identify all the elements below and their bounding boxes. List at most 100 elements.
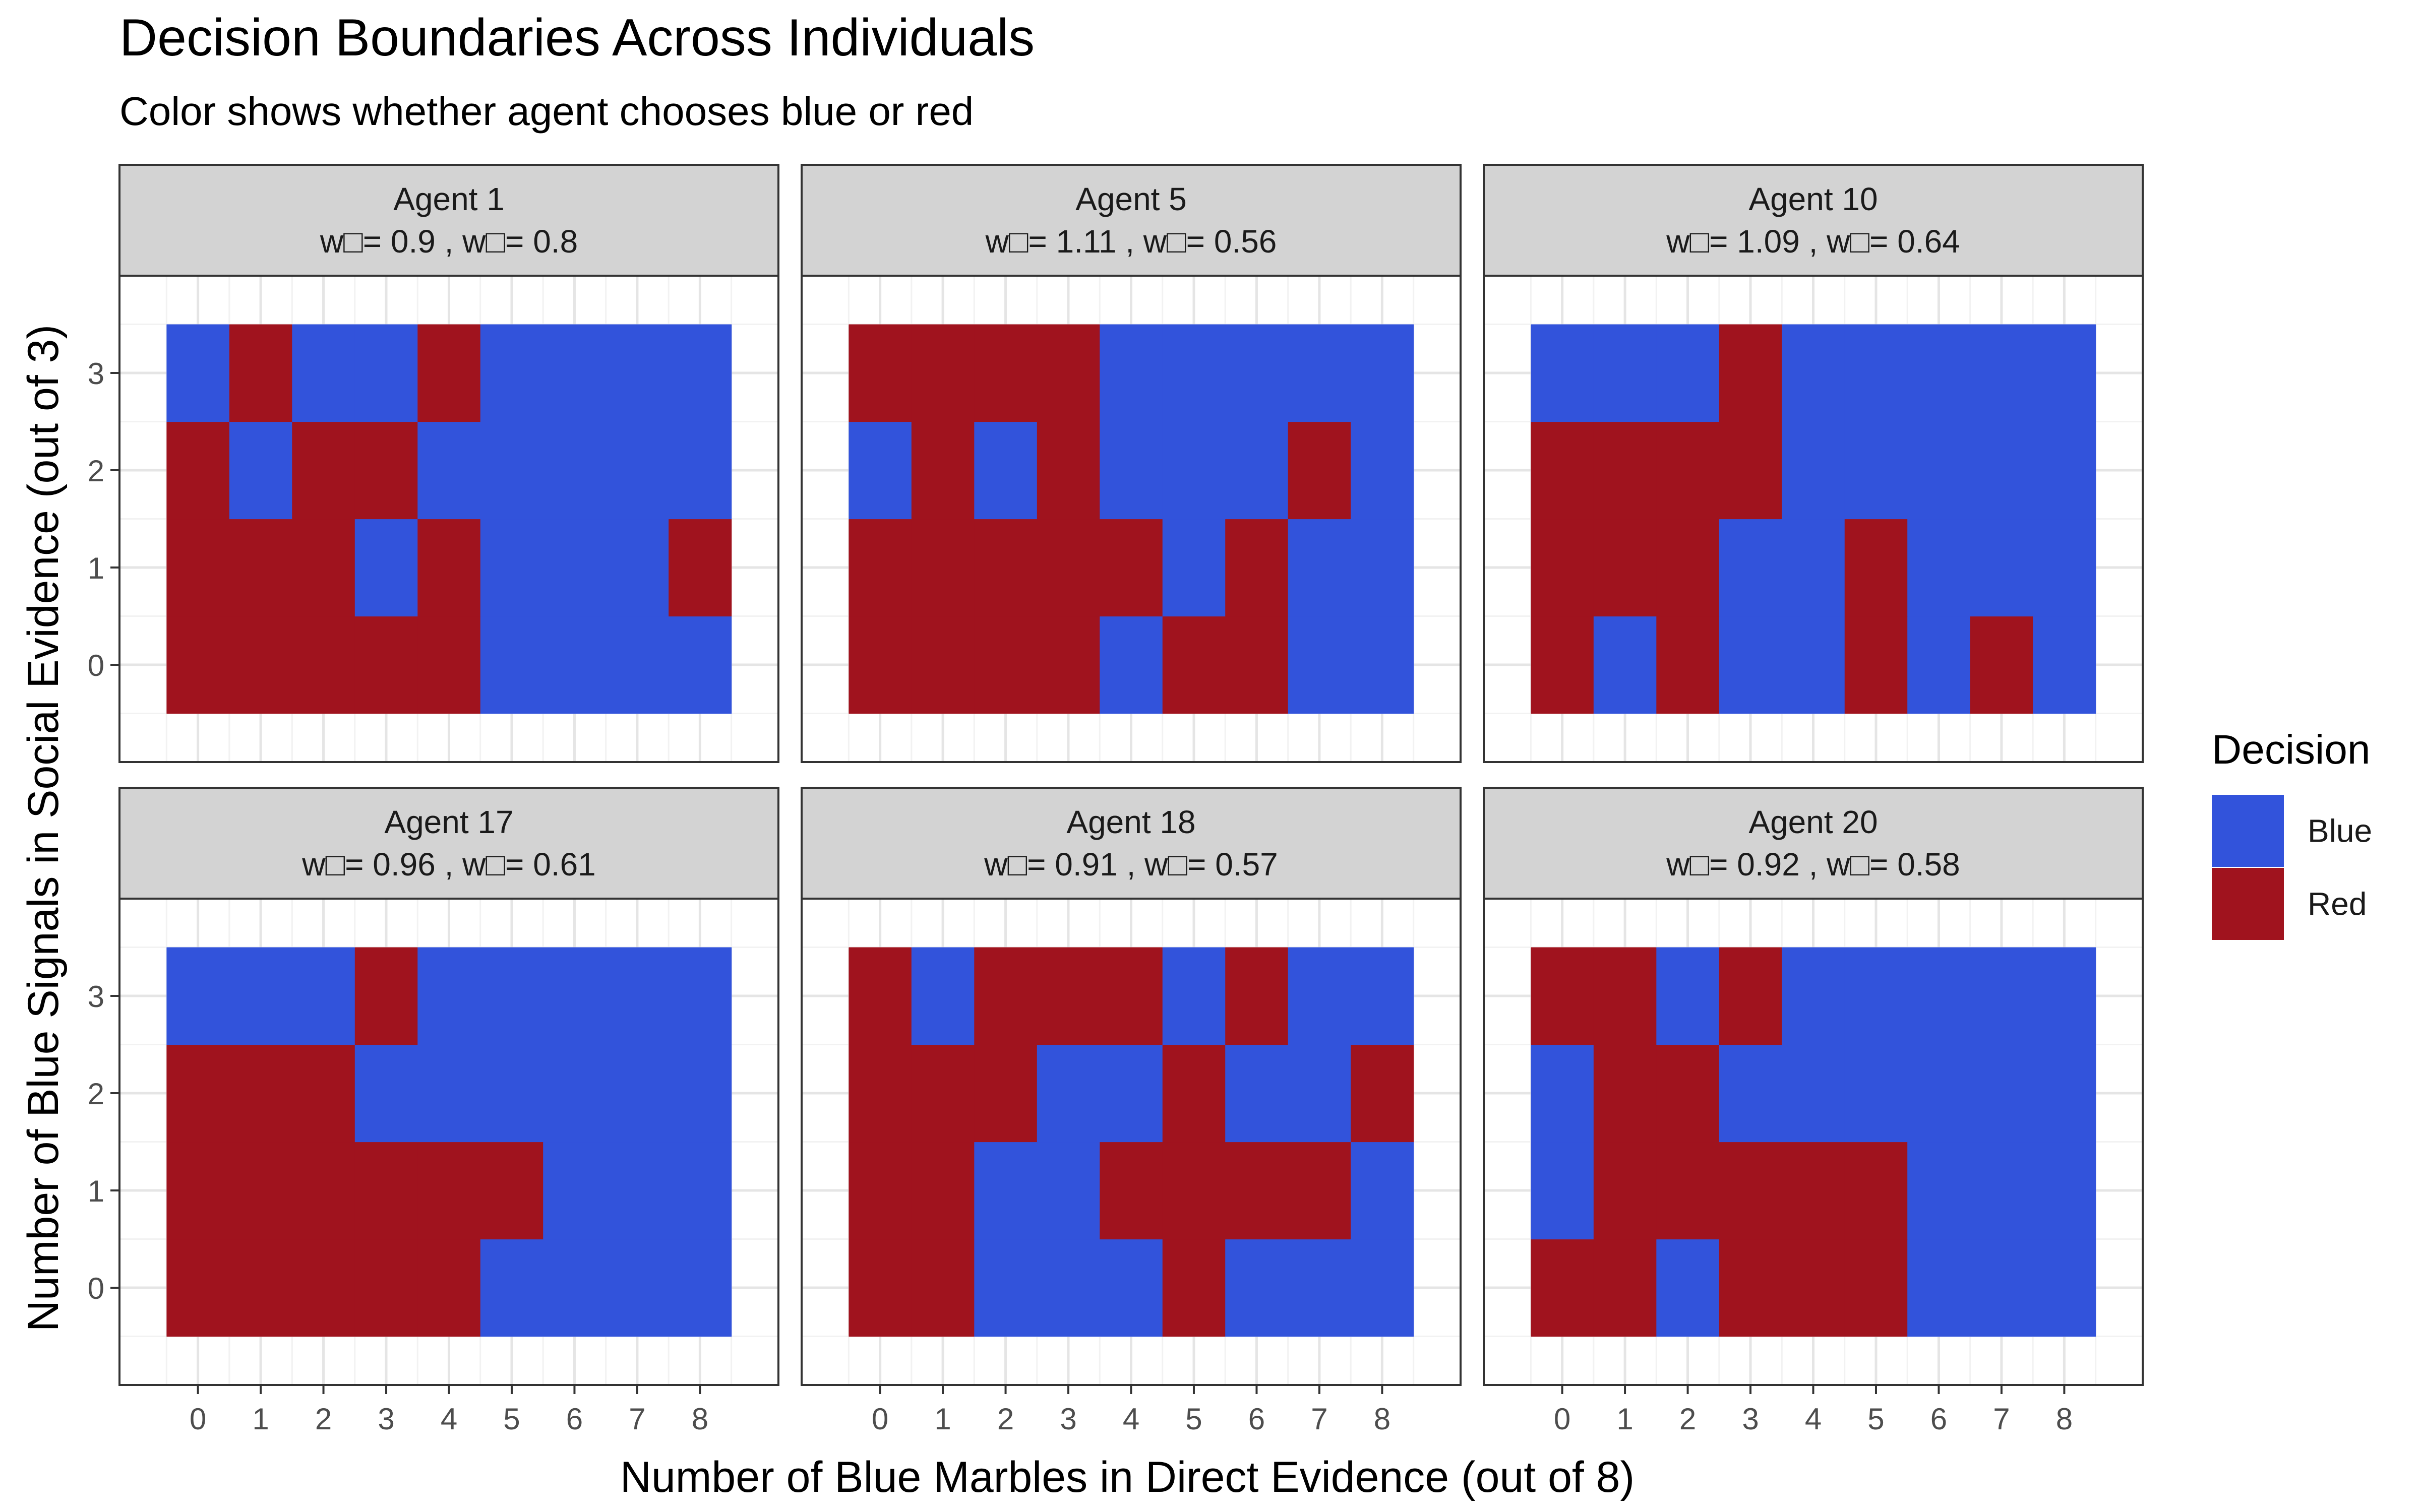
heatmap-tile: [480, 1239, 543, 1337]
heatmap-tile: [1907, 324, 1971, 422]
heatmap-tile: [974, 616, 1038, 714]
heatmap-tile: [1656, 947, 1720, 1045]
heatmap-tile: [1100, 421, 1163, 520]
heatmap-tile: [1037, 421, 1100, 520]
heatmap-tile: [543, 324, 607, 422]
heatmap-tile: [2033, 947, 2096, 1045]
heatmap-tile: [1844, 519, 1908, 617]
heatmap-tile: [1844, 1239, 1908, 1337]
heatmap-tile: [417, 519, 481, 617]
heatmap-tile: [354, 324, 418, 422]
heatmap-tile: [1531, 324, 1594, 422]
heatmap-tile: [166, 947, 230, 1045]
heatmap-tile: [1162, 519, 1226, 617]
facet-weights: w□= 1.09 , w□= 0.64: [1666, 223, 1960, 260]
heatmap-tile: [1593, 1239, 1657, 1337]
heatmap-tile: [1162, 1142, 1226, 1240]
heatmap-tile: [1970, 519, 2033, 617]
heatmap-tile: [1593, 421, 1657, 520]
heatmap-tile: [2033, 519, 2096, 617]
x-tick-label: 3: [378, 1402, 394, 1436]
heatmap-tile: [1656, 421, 1720, 520]
x-tick-label: 4: [1805, 1402, 1822, 1436]
heatmap-tile: [354, 1142, 418, 1240]
heatmap-tile: [354, 616, 418, 714]
heatmap-tile: [1656, 519, 1720, 617]
heatmap-tile: [1351, 324, 1414, 422]
x-tick-label: 1: [1616, 1402, 1633, 1436]
heatmap-tile: [1844, 1142, 1908, 1240]
heatmap-tile: [669, 1044, 732, 1143]
y-axis-label: Number of Blue Signals in Social Evidenc…: [19, 325, 68, 1332]
y-tick-label: 2: [88, 454, 104, 488]
x-tick-label: 2: [1679, 1402, 1696, 1436]
heatmap-tile: [1100, 947, 1163, 1045]
heatmap-tile: [1907, 1239, 1971, 1337]
heatmap-tile: [1782, 421, 1845, 520]
y-tick-label: 1: [88, 551, 104, 585]
heatmap-tile: [849, 1239, 912, 1337]
heatmap-tile: [1844, 947, 1908, 1045]
heatmap-tile: [417, 1044, 481, 1143]
legend: Decision Blue Red: [2212, 727, 2372, 940]
heatmap-tile: [1531, 1239, 1594, 1337]
heatmap-tile: [480, 519, 543, 617]
heatmap-tile: [1593, 947, 1657, 1045]
facet-panel: Agent 20 w□= 0.92 , w□= 0.58 0 1 2 3 4 5 6 7 8: [1483, 787, 2144, 1436]
heatmap-tile: [1782, 947, 1845, 1045]
heatmap-tile: [669, 1239, 732, 1337]
heatmap-tile: [1907, 1142, 1971, 1240]
heatmap-tile: [1719, 616, 1782, 714]
heatmap-tile: [1225, 421, 1289, 520]
heatmap-tile: [292, 1239, 355, 1337]
heatmap-tile: [974, 1239, 1038, 1337]
heatmap-tile: [849, 947, 912, 1045]
heatmap-tile: [1970, 421, 2033, 520]
heatmap-tile: [1225, 947, 1289, 1045]
panel-border: [801, 275, 1462, 763]
heatmap-tile: [1782, 1239, 1845, 1337]
heatmap-tile: [1225, 519, 1289, 617]
heatmap-tile: [166, 616, 230, 714]
legend-title: Decision: [2212, 727, 2370, 773]
heatmap-tile: [1719, 947, 1782, 1045]
heatmap-tile: [1593, 519, 1657, 617]
heatmap-tile: [1782, 519, 1845, 617]
heatmap-tile: [606, 1142, 669, 1240]
heatmap-tile: [1037, 1239, 1100, 1337]
heatmap-tile: [1782, 1044, 1845, 1143]
x-tick-label: 8: [2056, 1402, 2073, 1436]
heatmap-tile: [543, 1142, 607, 1240]
heatmap-tile: [480, 421, 543, 520]
heatmap-tile: [229, 947, 292, 1045]
heatmap-tile: [1162, 947, 1226, 1045]
heatmap-tile: [166, 519, 230, 617]
heatmap-tile: [166, 421, 230, 520]
heatmap-tile: [1593, 1142, 1657, 1240]
facet-panel: Agent 10 w□= 1.09 , w□= 0.64: [1483, 164, 2144, 763]
heatmap-tile: [1225, 616, 1289, 714]
heatmap-tile: [1288, 324, 1351, 422]
x-tick-label: 7: [1311, 1402, 1327, 1436]
facet-weights: w□= 1.11 , w□= 0.56: [985, 223, 1277, 260]
facet-title: Agent 1: [393, 181, 505, 217]
heatmap-tile: [354, 1044, 418, 1143]
heatmap-tile: [229, 616, 292, 714]
heatmap-tile: [1037, 1142, 1100, 1240]
y-tick-label: 3: [88, 980, 104, 1014]
facet-panel: Agent 18 w□= 0.91 , w□= 0.57 0 1 2 3 4 5 6 7 8: [801, 787, 1462, 1436]
legend-key: [2212, 795, 2284, 867]
heatmap-tile: [1288, 947, 1351, 1045]
heatmap-tile: [1100, 1239, 1163, 1337]
heatmap-tile: [543, 947, 607, 1045]
heatmap-tile: [229, 1044, 292, 1143]
panel-border: [118, 275, 779, 763]
x-tick-label: 0: [872, 1402, 888, 1436]
heatmap-tile: [911, 1239, 975, 1337]
y-tick-label: 3: [88, 357, 104, 391]
heatmap-tile: [606, 421, 669, 520]
heatmap-tile: [1531, 519, 1594, 617]
heatmap-tile: [669, 1142, 732, 1240]
heatmap-tile: [1970, 947, 2033, 1045]
